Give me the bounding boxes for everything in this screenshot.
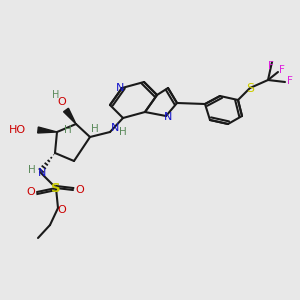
Text: S: S — [51, 182, 61, 194]
Text: N: N — [116, 83, 124, 93]
Text: H: H — [28, 165, 36, 175]
Text: O: O — [58, 97, 66, 107]
Text: F: F — [268, 61, 274, 71]
Text: H: H — [91, 124, 99, 134]
Text: H: H — [119, 127, 127, 137]
Text: F: F — [287, 76, 293, 86]
Text: N: N — [111, 123, 119, 133]
Text: O: O — [76, 185, 84, 195]
Text: O: O — [58, 205, 66, 215]
Text: HO: HO — [9, 125, 26, 135]
Polygon shape — [38, 127, 57, 133]
Text: H: H — [64, 125, 72, 135]
Text: N: N — [164, 112, 172, 122]
Polygon shape — [64, 108, 76, 124]
Text: O: O — [27, 187, 35, 197]
Text: S: S — [246, 82, 254, 94]
Text: F: F — [279, 65, 285, 75]
Text: N: N — [38, 168, 46, 178]
Text: H: H — [52, 90, 60, 100]
